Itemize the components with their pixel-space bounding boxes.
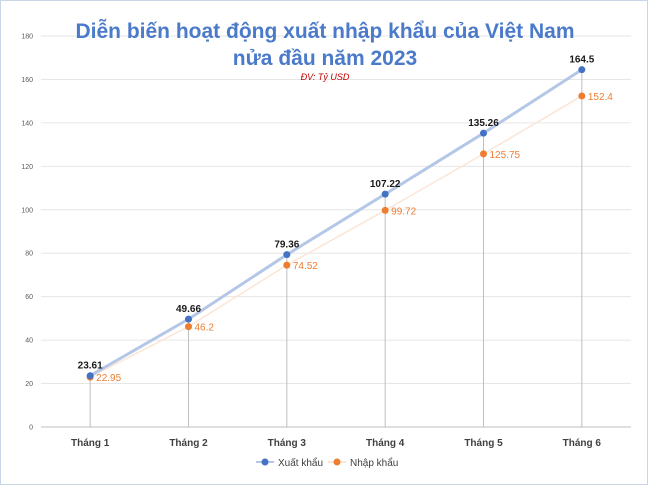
chart-unit: ĐV: Tỷ USD [301,72,350,82]
y-tick-label: 80 [25,251,33,258]
y-tick-label: 60 [25,294,33,301]
legend-marker-nhap-khau [333,458,341,466]
y-axis-ticks: 0 20 40 60 80 100 120 140 160 180 [21,34,33,432]
legend-label-nhap-khau: Nhập khẩu [350,457,398,469]
x-tick-label: Tháng 2 [169,438,208,449]
drop-lines [89,69,583,427]
data-label-xuat-khau: 164.5 [569,55,594,66]
data-label-xuat-khau: 23.61 [78,361,103,372]
series-line-xuat-khau [89,68,583,378]
y-tick-label: 180 [21,34,33,41]
y-tick-label: 120 [21,164,33,171]
series-layer [86,66,586,381]
y-tick-label: 100 [21,207,33,214]
data-label-nhap-khau: 22.95 [96,373,121,384]
data-label-nhap-khau: 152.4 [588,92,613,103]
x-tick-label: Tháng 4 [366,438,405,449]
data-label-nhap-khau: 46.2 [195,323,215,334]
x-tick-label: Tháng 5 [464,438,503,449]
x-tick-label: Tháng 3 [268,438,307,449]
x-tick-label: Tháng 1 [71,438,110,449]
x-axis-ticks: Tháng 1 Tháng 2 Tháng 3 Tháng 4 Tháng 5 Tháng… [71,438,601,449]
data-label-xuat-khau: 107.22 [370,179,401,190]
point-xuat-khau [185,315,192,323]
legend: Xuất khẩu Nhập khẩu [256,457,398,469]
point-nhap-khau [283,261,291,269]
chart-title-line-2: nửa đầu năm 2023 [233,47,417,70]
y-tick-label: 140 [21,120,33,127]
point-xuat-khau [86,372,94,380]
y-tick-label: 40 [25,338,33,345]
data-label-nhap-khau: 125.75 [490,150,521,161]
point-xuat-khau [578,66,586,74]
point-xuat-khau [283,251,291,259]
point-nhap-khau [381,206,389,214]
chart-title-line-1: Diễn biến hoạt động xuất nhập khẩu của V… [75,19,574,43]
y-tick-label: 0 [29,425,33,432]
data-label-nhap-khau: 99.72 [391,206,416,217]
point-xuat-khau [381,190,389,198]
data-label-xuat-khau: 135.26 [468,118,499,129]
data-label-xuat-khau: 79.36 [274,240,299,251]
y-tick-label: 160 [21,77,33,84]
gridlines [41,35,631,428]
point-nhap-khau [578,92,586,100]
data-labels-layer: 23.61 49.66 79.36 107.22 135.26 164.5 22.95 46.… [78,55,614,384]
series-line-nhap-khau [89,95,583,378]
y-tick-label: 20 [25,381,33,388]
x-tick-label: Tháng 6 [563,438,602,449]
data-label-nhap-khau: 74.52 [293,261,318,272]
legend-label-xuat-khau: Xuất khẩu [278,457,323,469]
legend-marker-xuat-khau [261,458,269,466]
point-xuat-khau [480,129,487,137]
point-nhap-khau [480,150,487,158]
data-label-xuat-khau: 49.66 [176,304,201,315]
point-nhap-khau [185,323,192,331]
